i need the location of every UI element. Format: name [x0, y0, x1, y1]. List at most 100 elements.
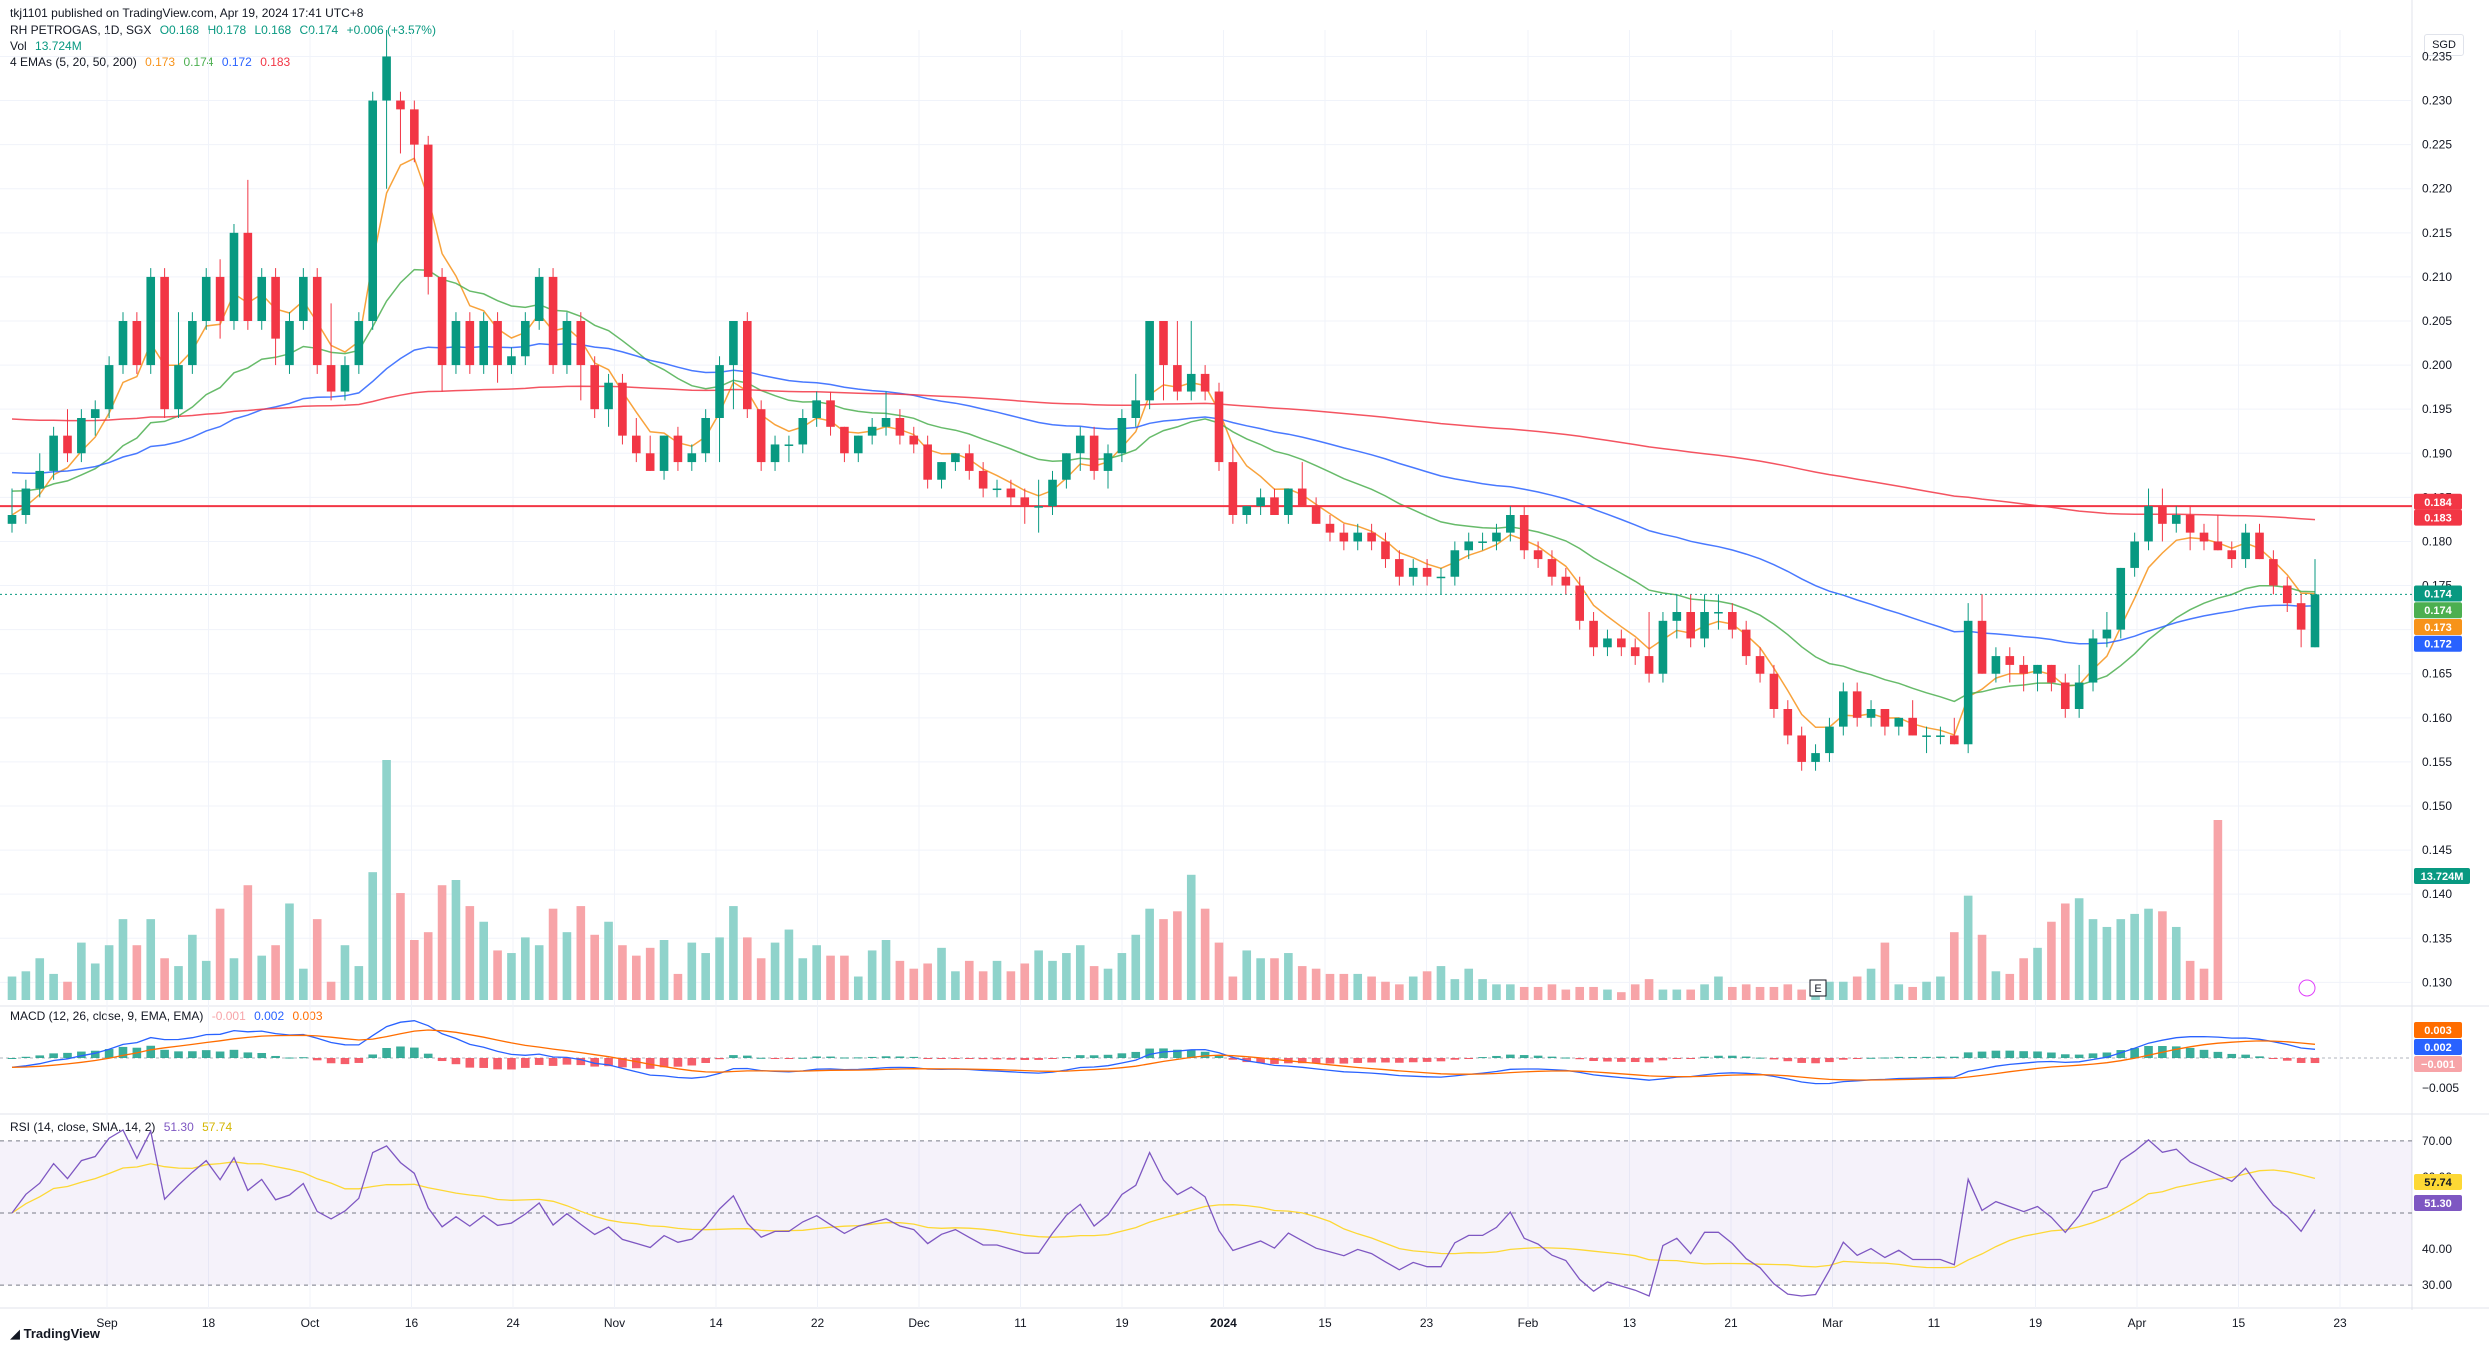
candle-body — [1533, 550, 1543, 560]
volume-bar — [1020, 963, 1030, 1000]
candle-body — [881, 418, 891, 427]
macd-histogram-bar — [1769, 1058, 1779, 1060]
price-axis-badge — [2414, 635, 2462, 652]
candle-body — [1173, 365, 1182, 392]
candle-body — [895, 418, 905, 436]
macd-axis-badge — [2414, 1039, 2462, 1055]
candle-body — [1325, 523, 1335, 533]
volume-legend: Vol 13.724M — [10, 38, 87, 54]
candle-body — [2241, 532, 2250, 560]
candle-body — [562, 321, 572, 366]
volume-bar — [1228, 976, 1238, 1000]
volume-bar — [687, 942, 697, 1000]
macd-histogram-bar — [21, 1056, 31, 1058]
volume-bar — [618, 945, 627, 1000]
candle-body — [1228, 462, 1238, 515]
volume-bar — [77, 942, 86, 1000]
tradingview-logo[interactable]: ◢ TradingView — [10, 1326, 100, 1342]
macd-histogram-bar — [1686, 1058, 1695, 1059]
volume-bar — [840, 955, 849, 1000]
macd-histogram-bar — [1533, 1055, 1543, 1058]
volume-bar — [1131, 934, 1141, 1000]
volume-bar — [534, 945, 544, 1000]
candle-body — [7, 515, 17, 524]
macd-histogram-bar — [923, 1058, 932, 1059]
candle-body — [1422, 567, 1432, 577]
volume-bar — [659, 940, 669, 1000]
candle-body — [104, 365, 114, 410]
macd-histogram-bar — [534, 1058, 544, 1065]
candle-body — [1936, 735, 1945, 737]
volume-bar — [1603, 989, 1612, 1000]
rsi-ma-line — [11, 1161, 2316, 1269]
candle-body — [1408, 567, 1418, 577]
macd-histogram-bar — [35, 1055, 45, 1058]
ohlc-change: +0.006 (+3.57%) — [346, 23, 436, 37]
volume-bar — [2019, 958, 2028, 1000]
volume-bar — [2060, 903, 2070, 1000]
candle-body — [2158, 506, 2167, 524]
macd-histogram-bar — [1256, 1058, 1265, 1064]
volume-bar — [1395, 984, 1404, 1000]
macd-signal-line — [11, 1029, 2316, 1081]
candle-body — [1922, 735, 1931, 737]
volume-bar — [1936, 976, 1945, 1000]
volume-label[interactable]: Vol — [10, 39, 27, 53]
rsi-label[interactable]: RSI (14, close, SMA, 14, 2) — [10, 1120, 156, 1134]
macd-histogram-bar — [299, 1057, 308, 1059]
ema200-value: 0.183 — [260, 55, 291, 69]
volume-bar — [285, 903, 294, 1000]
macd-histogram-bar — [1880, 1057, 1890, 1059]
macd-tick-label: −0.005 — [2422, 1081, 2459, 1095]
candle-body — [1450, 550, 1460, 577]
macd-histogram-bar — [1075, 1055, 1085, 1058]
price-tick-label: 0.155 — [2422, 755, 2452, 769]
candle-body — [1186, 373, 1196, 392]
candle-body — [174, 365, 183, 410]
ema-label[interactable]: 4 EMAs (5, 20, 50, 200) — [10, 55, 137, 69]
symbol-title[interactable]: RH PETROGAS, 1D, SGX — [10, 23, 152, 37]
volume-bar — [923, 963, 932, 1000]
macd-histogram-bar — [1145, 1048, 1154, 1058]
volume-bar — [2047, 921, 2056, 1000]
price-tick-label: 0.230 — [2422, 94, 2452, 108]
volume-bar — [2074, 898, 2084, 1000]
macd-histogram-bar — [1117, 1053, 1127, 1058]
macd-histogram-bar — [1894, 1056, 1904, 1058]
candle-body — [1991, 656, 2001, 674]
candle-body — [2296, 603, 2306, 630]
macd-histogram-bar — [257, 1052, 267, 1058]
candle-body — [701, 418, 710, 454]
volume-bar — [645, 947, 655, 1000]
macd-histogram-bar — [2116, 1050, 2126, 1058]
candle-body — [201, 276, 211, 321]
ohlc-high: H0.178 — [207, 23, 247, 37]
volume-bar — [201, 960, 211, 1000]
macd-histogram-bar — [812, 1056, 821, 1058]
macd-histogram-bar — [1006, 1058, 1016, 1060]
currency-button[interactable]: SGD — [2424, 34, 2464, 56]
candle-body — [77, 418, 86, 454]
volume-bar — [1630, 984, 1640, 1000]
macd-axis-badge-text: 0.002 — [2424, 1042, 2452, 1054]
rsi-axis-badge-text: 57.74 — [2424, 1177, 2452, 1189]
volume-bar — [146, 919, 156, 1000]
volume-bar — [1672, 989, 1682, 1000]
volume-bar — [1949, 932, 1959, 1000]
macd-histogram-bar — [2102, 1052, 2112, 1058]
macd-histogram-bar — [368, 1054, 378, 1058]
candle-body — [1714, 612, 1723, 614]
candle-body — [1492, 532, 1501, 542]
macd-histogram-bar — [1173, 1049, 1182, 1058]
candle-body — [784, 444, 794, 446]
macd-histogram-bar — [1783, 1058, 1793, 1062]
candle-body — [271, 276, 280, 339]
macd-histogram-bar — [576, 1058, 586, 1066]
candle-body — [1270, 497, 1279, 515]
candle-body — [2199, 532, 2209, 542]
volume-bar — [1339, 973, 1349, 1000]
macd-histogram-bar — [7, 1058, 17, 1059]
time-tick-label: 19 — [2029, 1316, 2043, 1330]
volume-bar — [2158, 911, 2167, 1000]
